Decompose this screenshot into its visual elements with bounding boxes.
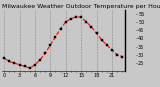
Text: Milwaukee Weather Outdoor Temperature per Hour (24 Hours): Milwaukee Weather Outdoor Temperature pe… — [2, 4, 160, 9]
